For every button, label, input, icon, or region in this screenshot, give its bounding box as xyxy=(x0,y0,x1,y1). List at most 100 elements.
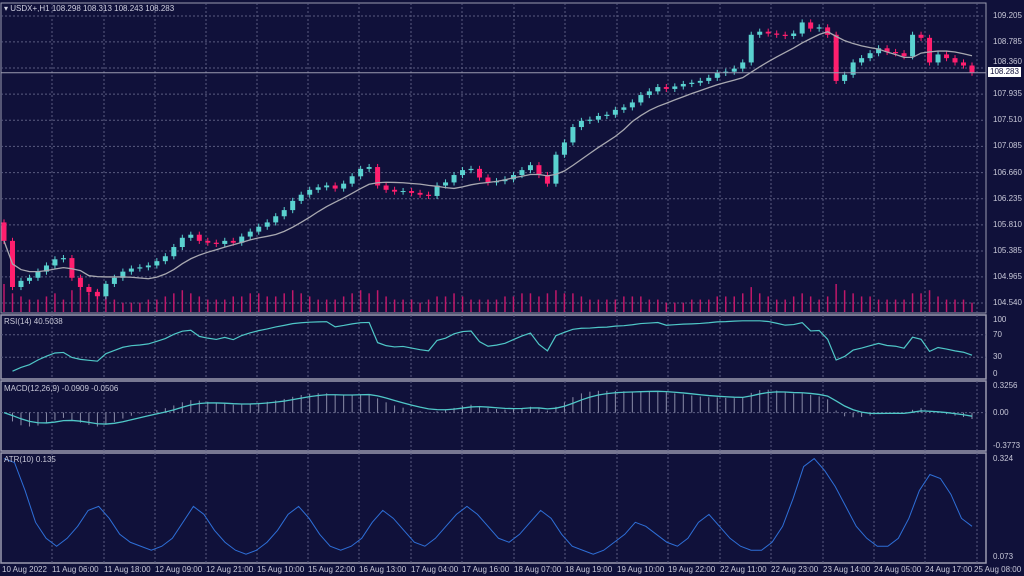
bull-candle xyxy=(570,127,576,143)
bull-candle xyxy=(103,283,109,297)
bull-candle xyxy=(655,87,661,92)
bull-candle xyxy=(553,154,559,184)
pane-border xyxy=(0,314,987,380)
bull-candle xyxy=(171,247,177,257)
bull-candle xyxy=(307,189,313,195)
bear-candle xyxy=(961,62,967,66)
bear-candle xyxy=(383,185,389,190)
price-axis-label: 105.810 xyxy=(993,219,1022,229)
bull-candle xyxy=(816,27,822,29)
bull-candle xyxy=(646,91,652,96)
bull-candle xyxy=(60,258,66,260)
bull-candle xyxy=(43,265,49,272)
rsi-axis-label: 70 xyxy=(993,329,1002,339)
current-price-tag: 108.283 xyxy=(988,67,1021,77)
bull-candle xyxy=(629,102,635,108)
macd-signal-line xyxy=(3,390,973,425)
bull-candle xyxy=(256,226,262,232)
bull-candle xyxy=(443,182,449,186)
price-axis-label: 109.205 xyxy=(993,11,1022,20)
bull-candle xyxy=(18,280,24,288)
bear-candle xyxy=(969,65,975,73)
bear-candle xyxy=(765,31,771,34)
time-axis-label: 10 Aug 2022 xyxy=(2,565,47,574)
macd-axis-label: -0.3773 xyxy=(993,441,1021,450)
atr-axis-label: 0.324 xyxy=(993,454,1014,463)
bear-candle xyxy=(409,191,415,193)
bull-candle xyxy=(451,175,457,183)
bear-candle xyxy=(952,58,958,63)
bull-candle xyxy=(791,33,797,36)
time-axis-label: 18 Aug 19:00 xyxy=(565,565,613,574)
atr-label: ATR(10) 0.135 xyxy=(4,455,56,464)
bear-candle xyxy=(86,287,92,292)
bull-candle xyxy=(137,267,143,269)
price-axis-label: 107.085 xyxy=(993,141,1022,151)
bear-candle xyxy=(392,189,398,192)
bull-candle xyxy=(358,168,364,177)
bull-candle xyxy=(26,277,32,281)
bull-candle xyxy=(850,62,856,75)
time-axis-label: 25 Aug 08:00 xyxy=(974,565,1022,574)
bull-candle xyxy=(315,187,321,190)
bull-candle xyxy=(842,74,848,81)
bull-candle xyxy=(672,86,678,89)
bull-candle xyxy=(612,109,618,115)
price-axis-label: 107.935 xyxy=(993,89,1022,99)
bear-candle xyxy=(213,242,219,244)
bull-candle xyxy=(876,48,882,54)
bull-candle xyxy=(587,119,593,121)
bear-candle xyxy=(663,87,669,89)
bull-candle xyxy=(604,114,610,116)
bull-candle xyxy=(910,34,916,57)
bear-candle xyxy=(485,177,491,183)
bull-candle xyxy=(162,256,168,262)
bull-candle xyxy=(714,72,720,78)
bull-candle xyxy=(128,268,134,272)
price-axis-label: 106.660 xyxy=(993,167,1022,177)
time-axis-label: 19 Aug 10:00 xyxy=(617,565,665,574)
price-axis-label: 105.385 xyxy=(993,246,1022,255)
bear-candle xyxy=(901,53,907,57)
time-axis-label: 22 Aug 11:00 xyxy=(720,565,767,574)
bull-candle xyxy=(799,22,805,34)
bull-candle xyxy=(519,170,525,176)
bull-candle xyxy=(740,62,746,69)
bear-candle xyxy=(94,291,100,297)
chart-header[interactable]: ▾ USDX+,H1 108.298 108.313 108.243 108.2… xyxy=(4,4,174,13)
bull-candle xyxy=(697,80,703,83)
dropdown-triangle-icon[interactable]: ▾ xyxy=(4,4,9,13)
bull-candle xyxy=(527,165,533,171)
bull-candle xyxy=(324,185,330,188)
bull-candle xyxy=(638,95,644,103)
time-axis-label: 11 Aug 06:00 xyxy=(52,565,99,574)
bull-candle xyxy=(460,170,466,176)
price-axis-label: 106.235 xyxy=(993,193,1022,203)
bull-candle xyxy=(366,167,372,169)
bull-candle xyxy=(400,191,406,193)
bear-candle xyxy=(69,258,75,278)
bull-candle xyxy=(748,34,754,63)
rsi-line xyxy=(12,320,973,372)
bear-candle xyxy=(893,51,899,54)
bull-candle xyxy=(179,237,185,248)
bull-candle xyxy=(757,31,763,35)
time-axis-label: 17 Aug 04:00 xyxy=(411,565,459,574)
bull-candle xyxy=(35,271,41,278)
bear-candle xyxy=(426,194,432,196)
bull-candle xyxy=(188,234,194,238)
bull-candle xyxy=(349,176,355,184)
rsi-axis-label: 0 xyxy=(993,369,998,378)
bear-candle xyxy=(477,168,483,178)
bull-candle xyxy=(689,82,695,84)
bear-candle xyxy=(536,165,542,176)
bull-candle xyxy=(680,83,686,87)
bear-candle xyxy=(205,240,211,243)
time-axis-label: 15 Aug 22:00 xyxy=(308,565,356,574)
rsi-axis-label: 30 xyxy=(993,352,1002,362)
bear-candle xyxy=(196,234,202,241)
bull-candle xyxy=(145,265,151,268)
time-axis-label: 22 Aug 23:00 xyxy=(771,565,819,574)
rsi-axis-label: 100 xyxy=(993,315,1007,324)
bull-candle xyxy=(290,200,296,211)
